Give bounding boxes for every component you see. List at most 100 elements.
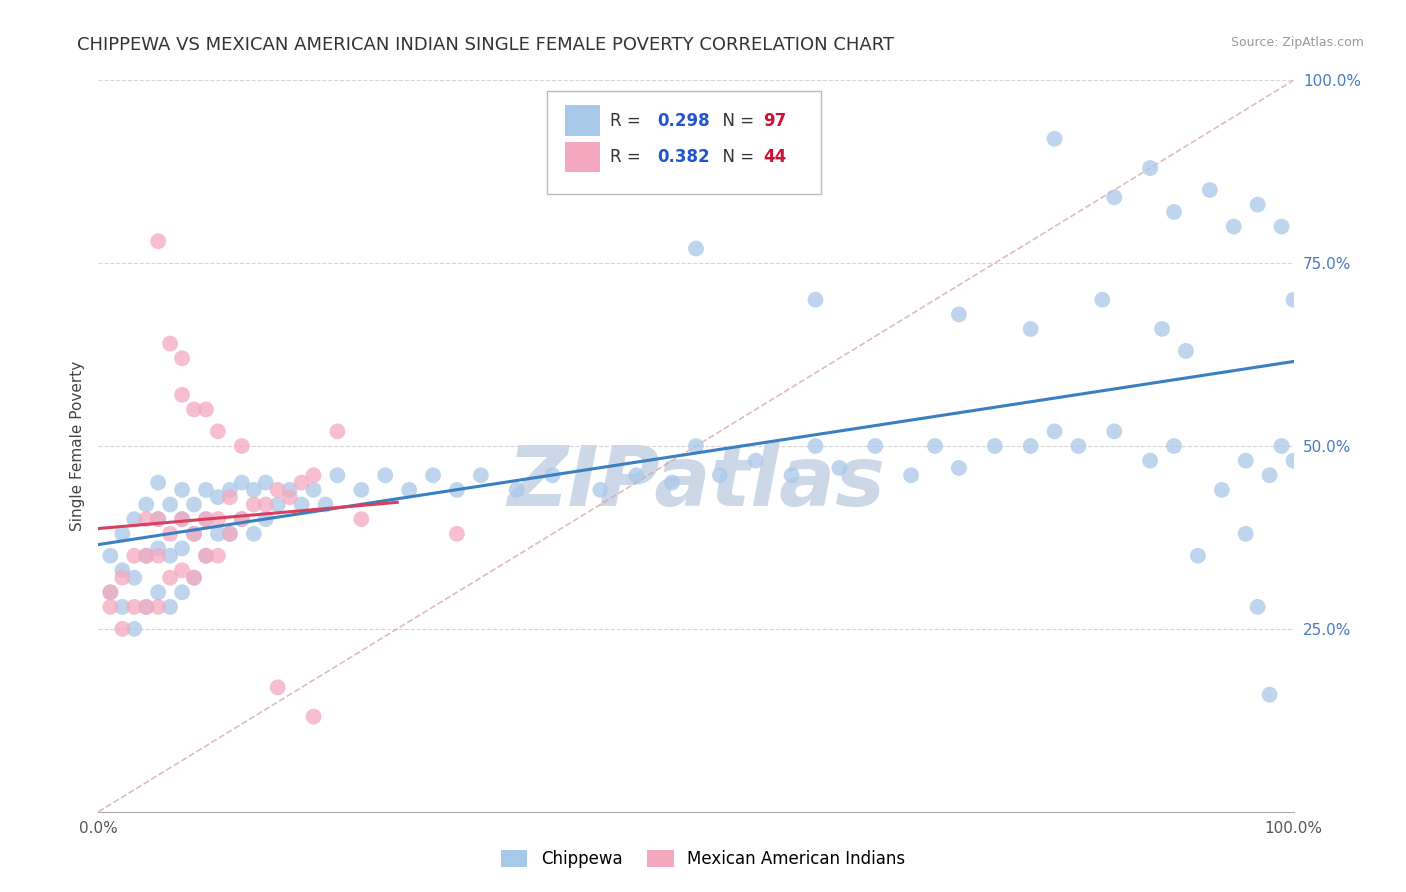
Text: CHIPPEWA VS MEXICAN AMERICAN INDIAN SINGLE FEMALE POVERTY CORRELATION CHART: CHIPPEWA VS MEXICAN AMERICAN INDIAN SING…	[77, 36, 894, 54]
Text: 44: 44	[763, 148, 786, 166]
Point	[267, 483, 290, 497]
Point	[1247, 599, 1270, 614]
Point	[148, 541, 170, 556]
Point	[159, 526, 181, 541]
Point	[446, 483, 468, 497]
Point	[231, 512, 253, 526]
Point	[1104, 425, 1126, 439]
Point	[135, 599, 157, 614]
Point	[148, 234, 170, 248]
Point	[1019, 439, 1042, 453]
Point	[865, 439, 887, 453]
Point	[207, 549, 229, 563]
Point	[148, 549, 170, 563]
Text: Source: ZipAtlas.com: Source: ZipAtlas.com	[1230, 36, 1364, 49]
Point	[1139, 453, 1161, 467]
Point	[278, 490, 301, 504]
Point	[541, 468, 564, 483]
Point	[1234, 526, 1257, 541]
Point	[135, 549, 157, 563]
Point	[231, 439, 253, 453]
Point	[1163, 439, 1185, 453]
Point	[1187, 549, 1209, 563]
Point	[1104, 190, 1126, 204]
Point	[745, 453, 768, 467]
Point	[111, 622, 134, 636]
Point	[111, 599, 134, 614]
Point	[148, 585, 170, 599]
Point	[124, 622, 146, 636]
Point	[589, 483, 612, 497]
Point	[183, 402, 205, 417]
Point	[302, 483, 325, 497]
Point	[148, 512, 170, 526]
Point	[302, 468, 325, 483]
Point	[1163, 205, 1185, 219]
Point	[124, 512, 146, 526]
Point	[183, 571, 205, 585]
Point	[1091, 293, 1114, 307]
Point	[183, 526, 205, 541]
Point	[195, 512, 218, 526]
Point	[195, 549, 218, 563]
Text: ZIPatlas: ZIPatlas	[508, 442, 884, 523]
Point	[219, 526, 242, 541]
Point	[207, 526, 229, 541]
Point	[1175, 343, 1198, 358]
Point	[1211, 483, 1233, 497]
Point	[267, 681, 290, 695]
Text: 97: 97	[763, 112, 786, 129]
Point	[135, 549, 157, 563]
Point	[159, 336, 181, 351]
Point	[422, 468, 444, 483]
Point	[172, 512, 194, 526]
Point	[1043, 425, 1066, 439]
Point	[207, 425, 229, 439]
Legend: Chippewa, Mexican American Indians: Chippewa, Mexican American Indians	[494, 843, 912, 875]
Point	[1271, 219, 1294, 234]
Point	[661, 475, 683, 490]
Point	[195, 402, 218, 417]
Y-axis label: Single Female Poverty: Single Female Poverty	[69, 361, 84, 531]
Point	[828, 461, 851, 475]
Point	[172, 563, 194, 577]
Point	[207, 490, 229, 504]
Point	[254, 498, 277, 512]
Point	[231, 512, 253, 526]
Point	[685, 439, 707, 453]
Point	[1019, 322, 1042, 336]
Text: N =: N =	[711, 148, 759, 166]
Point	[159, 599, 181, 614]
Point	[172, 388, 194, 402]
Point	[1043, 132, 1066, 146]
Point	[111, 563, 134, 577]
Point	[231, 475, 253, 490]
Point	[506, 483, 529, 497]
Point	[302, 709, 325, 723]
Point	[183, 526, 205, 541]
Point	[172, 351, 194, 366]
Point	[159, 498, 181, 512]
Point	[98, 585, 122, 599]
Point	[1258, 468, 1281, 483]
Point	[159, 549, 181, 563]
FancyBboxPatch shape	[565, 142, 600, 172]
Point	[984, 439, 1007, 453]
Point	[195, 512, 218, 526]
Point	[1282, 453, 1305, 467]
Point	[267, 498, 290, 512]
Point	[1067, 439, 1090, 453]
Text: 0.382: 0.382	[658, 148, 710, 166]
Point	[780, 468, 803, 483]
Point	[159, 571, 181, 585]
Point	[195, 483, 218, 497]
Point	[172, 541, 194, 556]
Point	[924, 439, 946, 453]
Point	[374, 468, 396, 483]
Point	[1247, 197, 1270, 211]
Point	[685, 242, 707, 256]
Point	[948, 307, 970, 321]
Point	[183, 571, 205, 585]
Point	[98, 549, 122, 563]
Point	[626, 468, 648, 483]
